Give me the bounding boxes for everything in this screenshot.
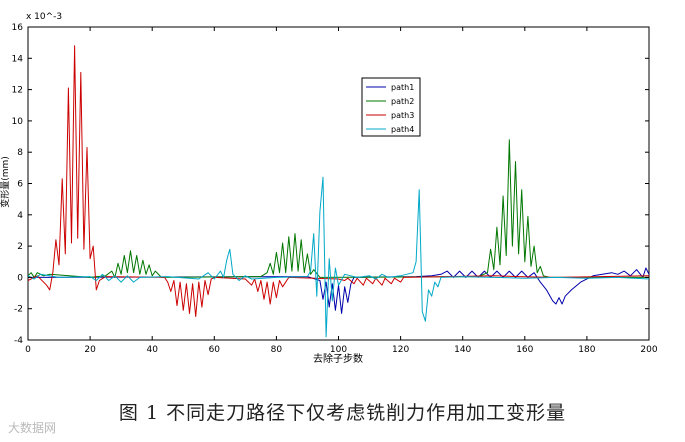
- y-tick-label: 2: [17, 242, 23, 252]
- y-tick-label: 8: [17, 148, 23, 158]
- x-tick-label: 60: [209, 345, 221, 355]
- x-tick-label: 160: [516, 345, 533, 355]
- legend-label-path4: path4: [391, 125, 414, 134]
- y-tick-label: 10: [12, 117, 24, 127]
- x-tick-label: 200: [640, 345, 657, 355]
- series-line-path1: [27, 267, 650, 314]
- x-tick-label: 20: [84, 345, 96, 355]
- figure-caption: 图 1 不同走刀路径下仅考虑铣削力作用加工变形量: [118, 402, 567, 424]
- legend-label-path1: path1: [391, 83, 414, 92]
- ticks-layer: 0 20 40 60 80 100 120 140 160 180 200 -4 -2 0 2 4 6 8 10 12…: [12, 23, 658, 355]
- x-tick-label: 120: [392, 345, 409, 355]
- y-tick-label: -4: [14, 336, 23, 346]
- legend-label-path3: path3: [391, 111, 414, 120]
- legend-box: [361, 77, 421, 137]
- watermark: 大数据网: [8, 421, 57, 435]
- x-tick-label: 100: [330, 345, 347, 355]
- y-tick-label: -2: [14, 305, 23, 315]
- y-tick-label: 16: [12, 23, 24, 33]
- x-tick-label: 180: [578, 345, 595, 355]
- x-axis-label: 去除子步数: [313, 352, 363, 365]
- series-line-path2: [27, 139, 649, 278]
- y-tick-label: 6: [17, 180, 23, 190]
- series-layer: [27, 45, 650, 338]
- y-tick-label: 12: [12, 86, 23, 96]
- y-tick-label: 14: [12, 54, 24, 64]
- chart: 0 20 40 60 80 100 120 140 160 180 200 -4 -2 0 2 4 6 8 10 12…: [0, 12, 658, 365]
- x-tick-label: 40: [146, 345, 158, 355]
- exponent-label: x 10^-3: [26, 12, 62, 22]
- x-tick-label: 0: [25, 345, 31, 355]
- y-tick-label: 0: [17, 273, 23, 283]
- x-tick-label: 80: [271, 345, 283, 355]
- legend-items: path1 path2 path3 path4: [366, 83, 414, 134]
- series-line-path4: [27, 176, 650, 338]
- x-tick-label: 140: [454, 345, 471, 355]
- plot-background: [27, 26, 650, 341]
- legend-label-path2: path2: [391, 97, 414, 106]
- y-axis-label: 变形量(mm): [0, 156, 11, 208]
- y-tick-label: 4: [17, 211, 23, 221]
- legend: path1 path2 path3 path4: [361, 77, 421, 137]
- series-line-path3: [27, 45, 650, 317]
